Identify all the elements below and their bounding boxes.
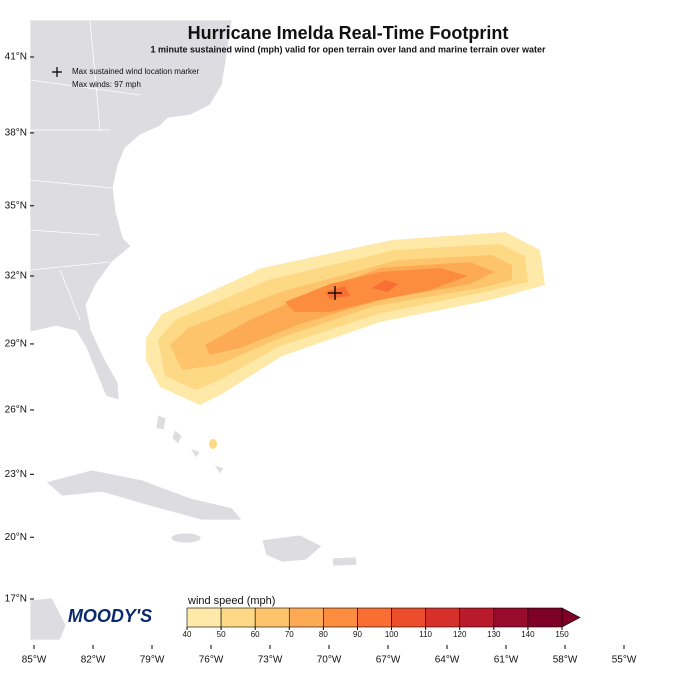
lon-tick-label: 70°W: [317, 655, 342, 666]
colorbar-tick-label: 90: [353, 630, 362, 639]
max-wind-marker: [328, 286, 342, 300]
legend-marker: [52, 67, 62, 77]
lat-tick-label: 35°N: [5, 200, 27, 211]
north-america: [30, 20, 233, 401]
title: Hurricane Imelda Real-Time Footprint: [188, 23, 509, 43]
colorbar-tick-label: 60: [251, 630, 260, 639]
legend-max-winds: Max winds: 97 mph: [72, 80, 141, 89]
axes: 41°N 38°N 35°N 32°N 29°N 26°N 23°N 20°N 17°N 85°W…: [5, 52, 637, 666]
colorbar-tick-label: 50: [217, 630, 226, 639]
yucatan: [30, 597, 67, 640]
colorbar-tick-label: 100: [385, 630, 399, 639]
lat-tick-label: 20°N: [5, 532, 27, 543]
jamaica: [170, 532, 202, 544]
colorbar-extension: [561, 607, 581, 628]
colorbar-tick-label: 120: [453, 630, 467, 639]
colorbar-segment: [391, 607, 426, 628]
lat-tick-label: 23°N: [5, 469, 27, 480]
lon-tick-label: 58°W: [553, 655, 578, 666]
colorbar-tick-label: 130: [487, 630, 501, 639]
colorbar-segment: [425, 607, 461, 628]
lon-tick-label: 76°W: [199, 655, 224, 666]
colorbar-segment: [357, 607, 392, 628]
lat-tick-label: 29°N: [5, 339, 27, 350]
lon-tick-label: 73°W: [258, 655, 283, 666]
lon-tick-label: 85°W: [22, 655, 47, 666]
hispaniola: [261, 534, 323, 563]
colorbar-segment: [220, 607, 256, 628]
colorbar-title: wind speed (mph): [187, 595, 275, 607]
subtitle: 1 minute sustained wind (mph) valid for …: [150, 44, 546, 54]
footprint-layer: [209, 439, 217, 449]
legend-label: Max sustained wind location marker: [72, 67, 200, 76]
cuba: [45, 469, 243, 521]
colorbar-segment: [527, 607, 563, 628]
lon-tick-label: 61°W: [494, 655, 519, 666]
state-lines: [30, 20, 141, 321]
colorbar-tick-label: 140: [521, 630, 535, 639]
lon-tick-label: 55°W: [612, 655, 637, 666]
lon-tick-label: 67°W: [376, 655, 401, 666]
lon-tick-label: 79°W: [140, 655, 165, 666]
footprint-layer: [325, 280, 398, 299]
colorbar-segment: [323, 607, 358, 628]
lon-tick-label: 64°W: [435, 655, 460, 666]
colorbar-segment: [254, 607, 290, 628]
colorbar-tick-label: 80: [319, 630, 328, 639]
colorbar-tick-label: 40: [183, 630, 192, 639]
lon-tick-label: 82°W: [81, 655, 106, 666]
colorbar-tick-label: 70: [285, 630, 294, 639]
colorbar-segment: [186, 607, 222, 628]
logo: MOODY'S: [68, 606, 152, 626]
basemap: [30, 20, 435, 640]
wind-footprint: [146, 232, 545, 449]
footprint-layer: [285, 268, 468, 312]
lat-tick-label: 32°N: [5, 271, 27, 282]
colorbar-tick-label: 110: [419, 630, 432, 639]
colorbar-segment: [493, 607, 529, 628]
lat-tick-label: 26°N: [5, 405, 27, 416]
bahamas: [155, 414, 225, 475]
colorbar-tick-label: 150: [555, 630, 569, 639]
colorbar-segment: [459, 607, 495, 628]
colorbar-segment: [288, 607, 324, 628]
lat-tick-label: 38°N: [5, 128, 27, 139]
lat-tick-label: 41°N: [5, 52, 27, 63]
lat-tick-label: 17°N: [5, 594, 27, 605]
puerto-rico: [331, 556, 358, 567]
colorbar: 40 50 60 70 80 90 100 110 120 130 140 150: [183, 607, 581, 639]
